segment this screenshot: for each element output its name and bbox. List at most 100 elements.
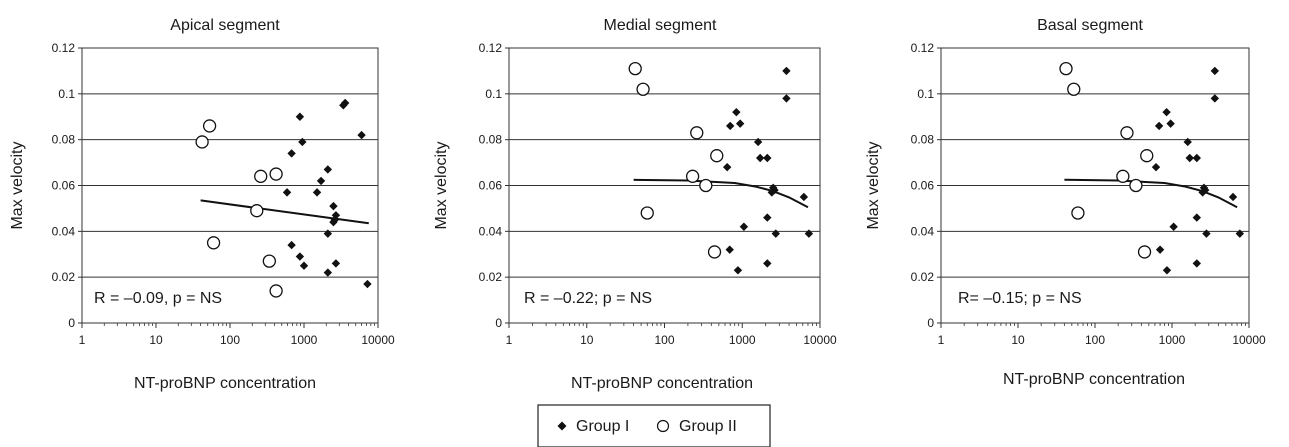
group-i-point <box>339 101 348 110</box>
y-tick-label: 0.04 <box>911 224 935 238</box>
y-tick-label: 0.04 <box>52 224 76 238</box>
group-ii-point <box>690 126 704 140</box>
group-i-point <box>1210 94 1220 103</box>
group-i-point <box>782 94 791 103</box>
group-i-point <box>763 259 772 268</box>
x-axis-label: NT-proBNP concentration <box>1003 371 1185 388</box>
y-tick-label: 0.1 <box>485 87 502 101</box>
legend-diamond-icon <box>557 421 567 431</box>
group-ii-point <box>640 206 654 220</box>
group-i-point <box>329 217 338 227</box>
chart-title: Basal segment <box>1037 17 1143 34</box>
y-tick-label: 0.12 <box>911 41 935 55</box>
scatter-panel-2: Medial segment 0 0.02 0.04 0.06 0.08 0.1 0.12 1 1… <box>433 17 837 392</box>
y-tick-label: 0 <box>495 316 502 330</box>
group-i-point <box>323 268 333 277</box>
y-tick-label: 0.06 <box>479 179 503 193</box>
group-ii-point <box>262 254 276 268</box>
y-tick-label: 0.1 <box>58 87 75 101</box>
legend-circle-icon <box>656 419 670 433</box>
group-ii-point <box>1067 82 1081 96</box>
group-i-point <box>1154 121 1164 131</box>
group-ii-point <box>269 167 283 181</box>
group-ii-point <box>707 245 722 259</box>
y-tick-label: 0.1 <box>917 87 934 101</box>
y-tick-label: 0.06 <box>52 179 76 193</box>
group-ii-point <box>1120 126 1134 140</box>
trend-line <box>200 199 369 225</box>
group-ii-point <box>636 82 650 96</box>
group-i-point <box>287 149 296 158</box>
group-ii-point <box>1129 178 1143 193</box>
legend-box <box>537 404 771 447</box>
y-tick-label: 0.02 <box>479 270 503 284</box>
legend-items: Group I Group II <box>557 418 737 435</box>
group-i-point <box>722 162 732 172</box>
chart-title: Medial segment <box>604 17 718 34</box>
group-i-point <box>295 252 305 261</box>
x-tick-label: 100 <box>220 333 240 347</box>
group-i-point <box>1151 162 1161 172</box>
group-i-point <box>1169 222 1178 231</box>
group-i-point <box>753 137 763 147</box>
group-ii-point <box>269 284 283 298</box>
group-i-point <box>1162 107 1171 117</box>
correlation-annotation: R= –0.15; p = NS <box>958 290 1082 307</box>
group-ii-point <box>710 149 724 163</box>
chart-title: Apical segment <box>170 17 280 34</box>
group-i-point <box>363 279 372 289</box>
scatter-panel-3: Basal segment 0 0.02 0.04 0.06 0.08 0.1 0.12 1 10… <box>865 17 1266 388</box>
group-i-point <box>726 121 735 131</box>
x-tick-label: 1 <box>938 333 945 347</box>
scatter-panel-1: Apical segment 0 0.02 0.04 0.06 0.08 0.1 0.12 1 1… <box>9 17 395 392</box>
x-tick-label: 100 <box>654 333 674 347</box>
y-tick-label: 0.08 <box>479 133 503 147</box>
legend-label: Group I <box>576 418 629 435</box>
group-i-point <box>282 188 292 197</box>
x-tick-label: 10000 <box>1232 333 1266 347</box>
group-ii-point <box>195 135 209 149</box>
group-i-point <box>1192 153 1202 163</box>
group-ii-point <box>685 169 700 183</box>
group-i-point <box>1228 192 1238 202</box>
y-tick-label: 0.12 <box>52 41 76 55</box>
x-tick-label: 10 <box>149 333 163 347</box>
legend-label: Group II <box>679 418 737 435</box>
y-tick-label: 0.02 <box>911 270 935 284</box>
group-ii-point <box>254 169 268 183</box>
trend-line <box>633 178 809 209</box>
group-i-point <box>1185 153 1194 163</box>
x-tick-label: 10 <box>580 333 594 347</box>
group-i-point <box>1155 245 1165 254</box>
trend-line <box>1064 178 1238 209</box>
group-i-point <box>763 153 772 163</box>
group-i-point <box>329 201 338 211</box>
legend: Group I Group II <box>537 404 771 447</box>
group-ii-point <box>1116 169 1130 183</box>
y-tick-label: 0.08 <box>52 133 76 147</box>
y-tick-label: 0.06 <box>911 179 935 193</box>
group-i-point <box>331 259 341 268</box>
group-ii-point <box>628 61 642 76</box>
group-i-point <box>298 137 307 147</box>
group-i-point <box>732 107 741 117</box>
group-i-point <box>735 119 745 128</box>
x-tick-label: 1000 <box>729 333 756 347</box>
x-axis-label: NT-proBNP concentration <box>134 375 316 392</box>
group-i-point <box>771 229 780 238</box>
y-axis-label: Max velocity <box>433 141 450 229</box>
group-i-point <box>357 130 366 140</box>
group-ii-point <box>1140 149 1154 163</box>
group-i-point <box>799 192 809 202</box>
group-i-point <box>312 188 322 197</box>
group-i-point <box>804 229 814 238</box>
y-tick-label: 0 <box>68 316 75 330</box>
y-tick-label: 0.08 <box>911 133 935 147</box>
group-i-point <box>725 245 734 254</box>
group-i-point <box>295 112 305 121</box>
group-ii-point <box>1137 245 1152 259</box>
group-i-point <box>763 213 772 222</box>
group-i-point <box>1162 266 1172 275</box>
x-tick-label: 10000 <box>361 333 395 347</box>
